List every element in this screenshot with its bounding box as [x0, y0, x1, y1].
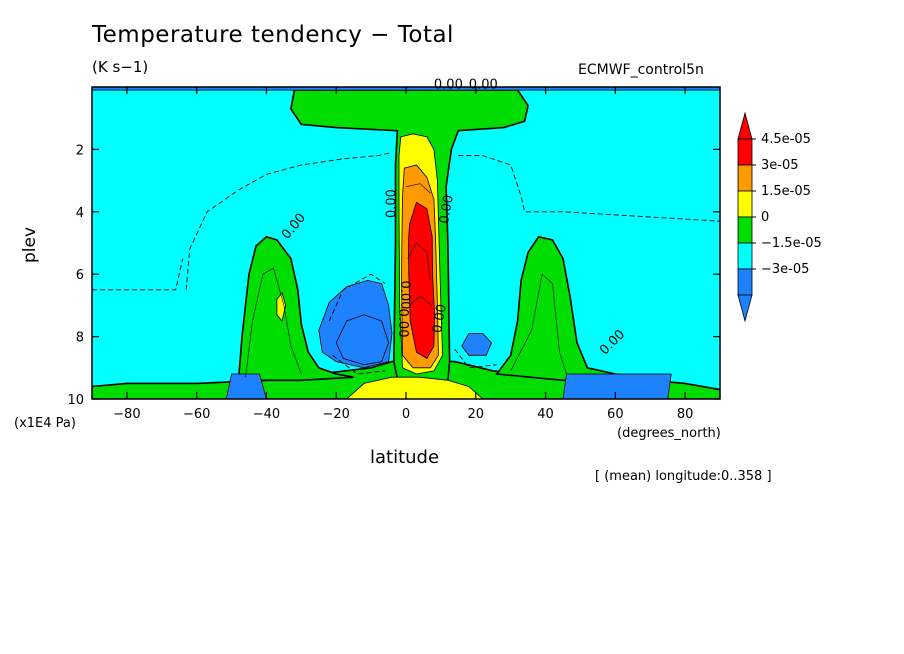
negative-contour-2 — [92, 258, 184, 291]
colorbar-box — [737, 164, 753, 192]
x-tick-label: 40 — [537, 407, 554, 422]
y-tick-label: 2 — [76, 143, 84, 158]
southern-subtropical-cooling — [335, 314, 390, 366]
y-tick-label: 6 — [76, 268, 84, 283]
red-core — [407, 201, 436, 359]
colorbar: 4.5e-05 3e-05 1.5e-05 0 −1.5e-05 −3e-05 — [737, 111, 822, 323]
x-tick-label: −80 — [113, 407, 140, 422]
interior-contour-3 — [407, 242, 431, 281]
contour-label: 0.00 — [437, 194, 457, 225]
interior-contour-1 — [510, 273, 567, 375]
colorbar-label: −1.5e-05 — [761, 236, 822, 251]
x-tick-label: −60 — [183, 407, 210, 422]
negative-contour-0 — [185, 152, 393, 290]
negative-contour-5 — [454, 348, 497, 369]
averaging-note: [ (mean) longitude:0..358 ] — [595, 469, 772, 484]
y-axis-units: (x1E4 Pa) — [14, 416, 76, 431]
interior-contour-2 — [405, 183, 431, 194]
run-label: ECMWF_control5n — [578, 62, 704, 78]
southern-surface-cooling — [225, 373, 267, 399]
southern-midlat-green — [237, 235, 354, 382]
x-tick-label: −20 — [323, 407, 350, 422]
negative-contour-1 — [458, 155, 720, 222]
interior-contour-4 — [409, 295, 433, 306]
colorbar-box — [737, 242, 753, 270]
colorbar-box — [737, 138, 753, 166]
contour-label: 0.00 — [385, 189, 400, 218]
colorbar-box — [737, 216, 753, 244]
colorbar-top-arrow — [737, 111, 753, 140]
northern-surface-cooling — [562, 373, 672, 399]
axis-ticks: −80 −60 −40 −20 0 20 40 60 80 2 4 6 8 10 — [67, 87, 720, 422]
colorbar-box — [737, 190, 753, 218]
y-tick-label: 4 — [76, 206, 84, 221]
northern-subtropical-cooling — [461, 333, 492, 356]
plot-area — [92, 87, 720, 399]
colorbar-label: 0 — [761, 210, 769, 225]
x-tick-label: 60 — [607, 407, 624, 422]
negative-contour-4 — [332, 354, 386, 375]
colorbar-label: 3e-05 — [761, 158, 799, 173]
x-axis-label: latitude — [370, 447, 440, 468]
colorbar-label: 1.5e-05 — [761, 184, 811, 199]
contour-label: 0.00 — [395, 309, 410, 338]
x-axis-units: (degrees_north) — [617, 426, 721, 441]
chart-title: Temperature tendency − Total — [92, 22, 454, 48]
y-tick-label: 10 — [67, 393, 84, 408]
interior-contour-0 — [245, 267, 302, 378]
negative-contour-3 — [328, 273, 386, 322]
contour-label: 0.00 — [434, 78, 463, 93]
contour-label: 0.00 — [469, 78, 498, 93]
colorbar-label: −3e-05 — [761, 262, 809, 277]
contour-label: 0.00 — [430, 303, 450, 334]
x-tick-label: −40 — [253, 407, 280, 422]
green-spot-south — [276, 292, 287, 322]
x-tick-label: 20 — [468, 407, 485, 422]
yellow-surface — [346, 376, 484, 399]
colorbar-label: 4.5e-05 — [761, 132, 811, 147]
colorbar-box — [737, 268, 753, 296]
contour-label: 0.00 — [397, 280, 412, 309]
colorbar-bottom-arrow — [737, 294, 753, 323]
units-label: (K s−1) — [92, 58, 149, 76]
x-tick-label: 80 — [677, 407, 694, 422]
x-tick-label: 0 — [402, 407, 410, 422]
y-tick-label: 8 — [76, 331, 84, 346]
